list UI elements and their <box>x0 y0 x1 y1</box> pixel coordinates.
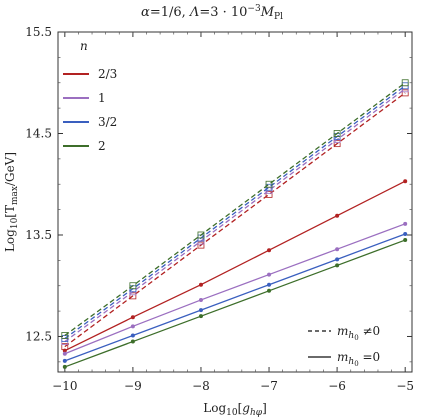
series-point <box>403 221 408 226</box>
series-line-dashed-4 <box>64 92 406 348</box>
series-point <box>129 282 137 290</box>
series-line-dashed-5 <box>64 88 406 343</box>
series-point <box>198 282 203 287</box>
series-layer <box>61 79 409 369</box>
legend: n 2/3 1 3/2 2 <box>63 39 117 153</box>
series-point <box>265 180 273 188</box>
series-point <box>335 257 340 262</box>
series-point <box>401 89 409 97</box>
series-point <box>267 272 272 277</box>
series-line-solid-1 <box>64 223 406 355</box>
legend-label: 2/3 <box>98 67 117 81</box>
series-point <box>61 343 69 351</box>
x-tick-label: −7 <box>260 379 278 393</box>
series-point <box>61 332 69 339</box>
x-tick-label: −5 <box>396 379 414 393</box>
y-tick-label: 13.5 <box>25 228 52 242</box>
series-point <box>130 333 135 338</box>
series-point <box>265 190 273 198</box>
x-axis-label: Log10[ghφ] <box>203 401 267 418</box>
series-line-solid-2 <box>64 233 406 362</box>
series-point <box>62 351 67 356</box>
series-point <box>130 324 135 329</box>
series-point <box>198 314 203 319</box>
legend-label: 1 <box>98 91 106 105</box>
series-point <box>335 263 340 268</box>
series-point <box>198 297 203 302</box>
series-point <box>335 213 340 218</box>
legend-title: n <box>80 39 88 53</box>
style-legend-dashed-label: mh0 ≠0 <box>337 324 380 342</box>
series-line-solid-0 <box>64 180 406 352</box>
series-point <box>62 364 67 369</box>
x-tick-label: −10 <box>52 379 77 393</box>
x-tick-label: −9 <box>124 379 142 393</box>
x-tick-labels: −10 −9 −8 −7 −6 −5 <box>52 379 414 393</box>
y-tick-label: 15.5 <box>25 25 52 39</box>
x-tick-label: −6 <box>328 379 346 393</box>
series-line-dashed-6 <box>64 85 406 340</box>
chart-title: α=1/6, Λ=3 · 10−3MPl <box>141 4 283 22</box>
series-point <box>267 248 272 253</box>
y-tick-label: 12.5 <box>25 329 52 343</box>
series-point <box>129 292 137 300</box>
series-point <box>335 247 340 252</box>
series-point <box>403 231 408 236</box>
series-line-solid-3 <box>64 239 406 368</box>
series-point <box>333 140 341 148</box>
plot-frame <box>57 31 413 373</box>
series-point <box>130 339 135 344</box>
y-axis-label: Log10[Tmax/GeV] <box>3 152 20 252</box>
axis-ticks <box>58 31 412 372</box>
series-point <box>333 130 341 137</box>
series-point <box>197 241 205 249</box>
series-point <box>403 238 408 243</box>
series-point <box>130 315 135 320</box>
series-point <box>401 79 409 87</box>
x-tick-label: −8 <box>192 379 210 393</box>
legend-label: 2 <box>98 139 106 153</box>
legend-label: 3/2 <box>98 115 117 129</box>
series-point <box>198 308 203 313</box>
series-point <box>267 282 272 287</box>
series-point <box>403 179 408 184</box>
series-line-dashed-7 <box>64 82 406 336</box>
style-legend-solid-label: mh0 =0 <box>337 350 380 368</box>
series-point <box>62 358 67 363</box>
series-point <box>197 231 205 239</box>
series-point <box>267 288 272 293</box>
style-legend: mh0 ≠0 mh0 =0 <box>308 324 380 368</box>
y-tick-labels: 12.5 13.5 14.5 15.5 <box>25 25 52 343</box>
y-tick-label: 14.5 <box>25 126 52 140</box>
